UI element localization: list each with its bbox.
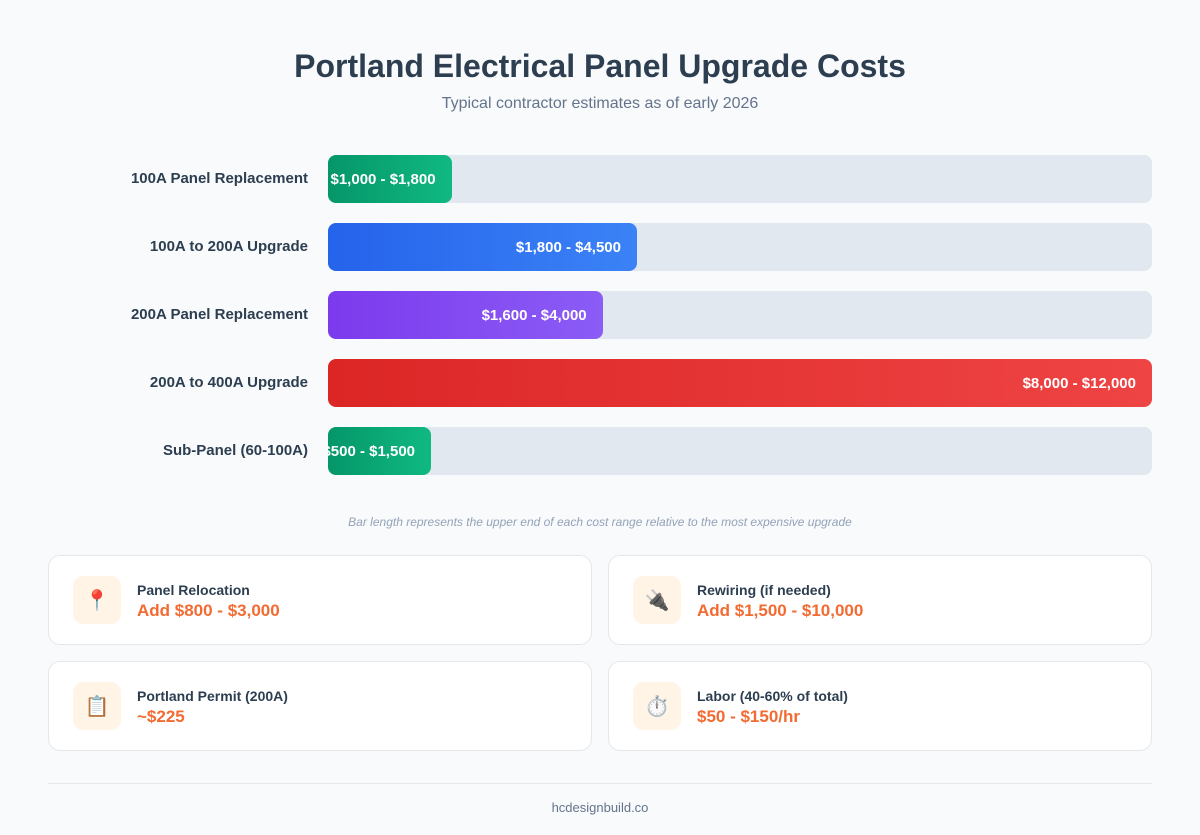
card-title: Portland Permit (200A) — [137, 688, 288, 704]
category-label: 200A to 400A Upgrade — [149, 374, 308, 391]
chart-title: Portland Electrical Panel Upgrade Costs — [294, 48, 906, 84]
bar-track: $1,000 - $1,800 — [328, 155, 1152, 203]
data-label: $500 - $1,500 — [328, 442, 415, 460]
divider — [48, 783, 1152, 784]
category-label: 100A Panel Replacement — [130, 170, 308, 187]
bar-track: $1,800 - $4,500 — [328, 223, 1152, 271]
cost-card: 📋 Portland Permit (200A) ~$225 — [48, 661, 592, 751]
bar-row: 100A Panel Replacement $1,000 - $1,800 — [0, 155, 1200, 203]
card-title: Rewiring (if needed) — [697, 582, 831, 598]
bar: $500 - $1,500 — [328, 427, 431, 475]
clipboard-icon: 📋 — [73, 682, 121, 730]
bar-row: Sub-Panel (60-100A) $500 - $1,500 — [0, 427, 1200, 475]
category-label: 200A Panel Replacement — [130, 306, 308, 323]
chart-subtitle: Typical contractor estimates as of early… — [441, 95, 759, 112]
card-title: Labor (40-60% of total) — [697, 688, 848, 704]
category-label: 100A to 200A Upgrade — [149, 238, 308, 255]
data-label: $1,600 - $4,000 — [481, 306, 587, 324]
stopwatch-icon: ⏱️ — [633, 682, 681, 730]
bar-row: 200A Panel Replacement $1,600 - $4,000 — [0, 291, 1200, 339]
data-label: $1,800 - $4,500 — [515, 238, 621, 256]
chart-note: Bar length represents the upper end of e… — [348, 515, 852, 529]
bar: $1,600 - $4,000 — [328, 291, 603, 339]
card-value: ~$225 — [137, 707, 185, 726]
bar: $1,000 - $1,800 — [328, 155, 452, 203]
plug-icon: 🔌 — [633, 576, 681, 624]
card-value: $50 - $150/hr — [697, 707, 801, 726]
bar-track: $500 - $1,500 — [328, 427, 1152, 475]
card-title: Panel Relocation — [137, 582, 250, 598]
bar: $1,800 - $4,500 — [328, 223, 637, 271]
bar-row: 100A to 200A Upgrade $1,800 - $4,500 — [0, 223, 1200, 271]
category-label: Sub-Panel (60-100A) — [162, 442, 308, 459]
cost-card: 📍 Panel Relocation Add $800 - $3,000 — [48, 555, 592, 645]
cost-card: ⏱️ Labor (40-60% of total) $50 - $150/hr — [608, 661, 1152, 751]
bar-track: $1,600 - $4,000 — [328, 291, 1152, 339]
bar-track: $8,000 - $12,000 — [328, 359, 1152, 407]
bar-row: 200A to 400A Upgrade $8,000 - $12,000 — [0, 359, 1200, 407]
pushpin-icon: 📍 — [73, 576, 121, 624]
card-value: Add $800 - $3,000 — [137, 601, 280, 620]
footer-site: hcdesignbuild.co — [551, 800, 649, 815]
bar: $8,000 - $12,000 — [328, 359, 1152, 407]
cost-card: 🔌 Rewiring (if needed) Add $1,500 - $10,… — [608, 555, 1152, 645]
data-label: $1,000 - $1,800 — [330, 170, 436, 188]
card-value: Add $1,500 - $10,000 — [697, 601, 864, 620]
data-label: $8,000 - $12,000 — [1022, 374, 1136, 392]
